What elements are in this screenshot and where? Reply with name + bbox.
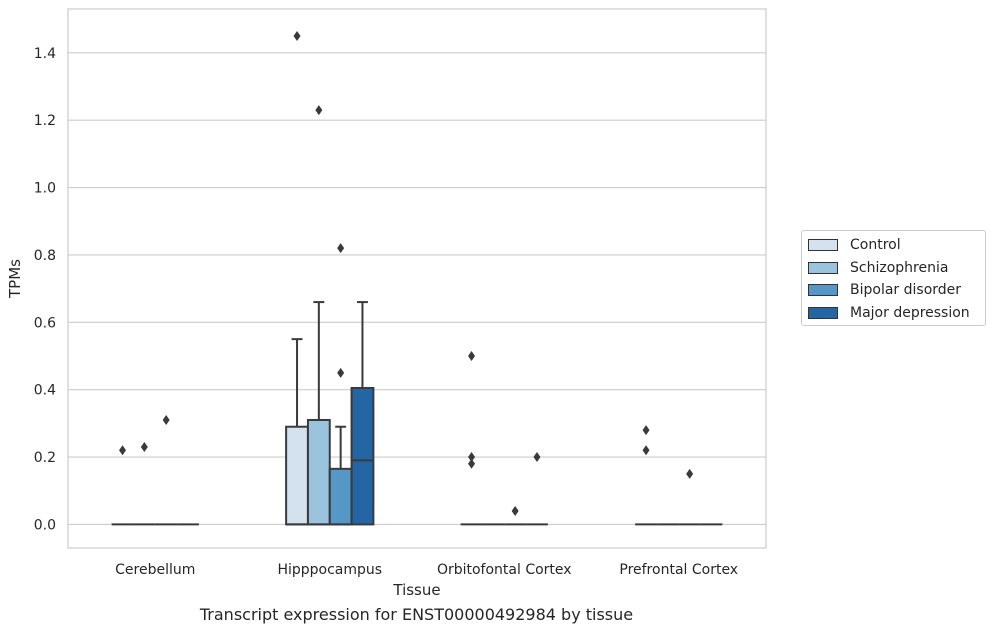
y-tick-label: 1.4 xyxy=(34,46,56,62)
outlier-point xyxy=(468,350,476,361)
outlier-point xyxy=(533,452,541,463)
legend-swatch xyxy=(808,239,838,251)
box-body xyxy=(306,418,331,526)
box-bipolar-disorder xyxy=(155,414,178,526)
box-body xyxy=(285,425,309,526)
legend-swatch xyxy=(808,306,838,319)
outlier-point xyxy=(686,468,694,479)
box-body xyxy=(350,386,375,526)
legend-swatch xyxy=(808,284,838,296)
outlier-point xyxy=(468,452,476,463)
box-bipolar-disorder xyxy=(328,243,353,526)
legend-label: Schizophrenia xyxy=(850,259,949,276)
box-control xyxy=(285,30,309,526)
y-tick-label: 0.2 xyxy=(34,450,56,466)
outlier-point xyxy=(315,105,323,116)
box-schizophrenia xyxy=(133,441,156,526)
plot-frame xyxy=(67,8,767,549)
legend: Control Schizophrenia Bipolar disorder Majo… xyxy=(801,230,986,326)
x-tick-label: Hipppocampus xyxy=(277,562,382,578)
legend-item: Bipolar disorder xyxy=(808,280,961,300)
chart-caption: Transcript expression for ENST0000049298… xyxy=(199,605,634,624)
outlier-point xyxy=(511,505,519,516)
y-tick-label: 0.0 xyxy=(34,517,56,533)
y-tick-label: 0.4 xyxy=(34,383,56,399)
box-bipolar-disorder xyxy=(504,505,527,526)
box-series xyxy=(111,30,723,526)
legend-item: Control xyxy=(808,235,901,255)
outlier-point xyxy=(293,30,301,41)
y-tick-label: 1.0 xyxy=(34,181,56,197)
legend-swatch xyxy=(808,261,838,274)
outlier-point xyxy=(468,458,476,469)
y-tick-label: 1.2 xyxy=(34,113,56,129)
x-tick-label: Prefrontal Cortex xyxy=(619,562,738,578)
outlier-point xyxy=(642,425,650,436)
box-major-depression xyxy=(526,452,548,526)
box-major-depression xyxy=(350,301,375,526)
outlier-point xyxy=(337,367,345,378)
legend-item: Major depression xyxy=(808,303,970,323)
box-bipolar-disorder xyxy=(678,468,701,526)
grid-lines xyxy=(68,52,766,526)
outlier-point xyxy=(119,445,127,456)
legend-label: Control xyxy=(850,237,901,253)
x-tick-label: Cerebellum xyxy=(115,562,195,578)
outlier-point xyxy=(642,445,650,456)
box-schizophrenia xyxy=(306,105,331,526)
axis-ticks: 0.0 0.2 0.4 0.6 0.8 1.0 1.2 1.4 Cerebellum Hipppo… xyxy=(34,46,738,578)
x-tick-label: Orbitofontal Cortex xyxy=(437,562,572,578)
y-axis-title: TPMs xyxy=(6,259,24,299)
y-tick-label: 0.8 xyxy=(34,248,56,264)
legend-item: Schizophrenia xyxy=(808,258,948,278)
y-tick-label: 0.6 xyxy=(34,315,56,331)
outlier-point xyxy=(162,414,170,425)
outlier-point xyxy=(140,441,148,452)
legend-label: Bipolar disorder xyxy=(850,282,962,298)
legend-label: Major depression xyxy=(850,304,970,321)
outlier-point xyxy=(337,243,345,254)
box-body xyxy=(328,467,353,526)
box-control xyxy=(111,445,134,526)
box-control xyxy=(460,350,483,526)
box-control xyxy=(635,425,657,526)
x-axis-title: Tissue xyxy=(392,581,440,599)
